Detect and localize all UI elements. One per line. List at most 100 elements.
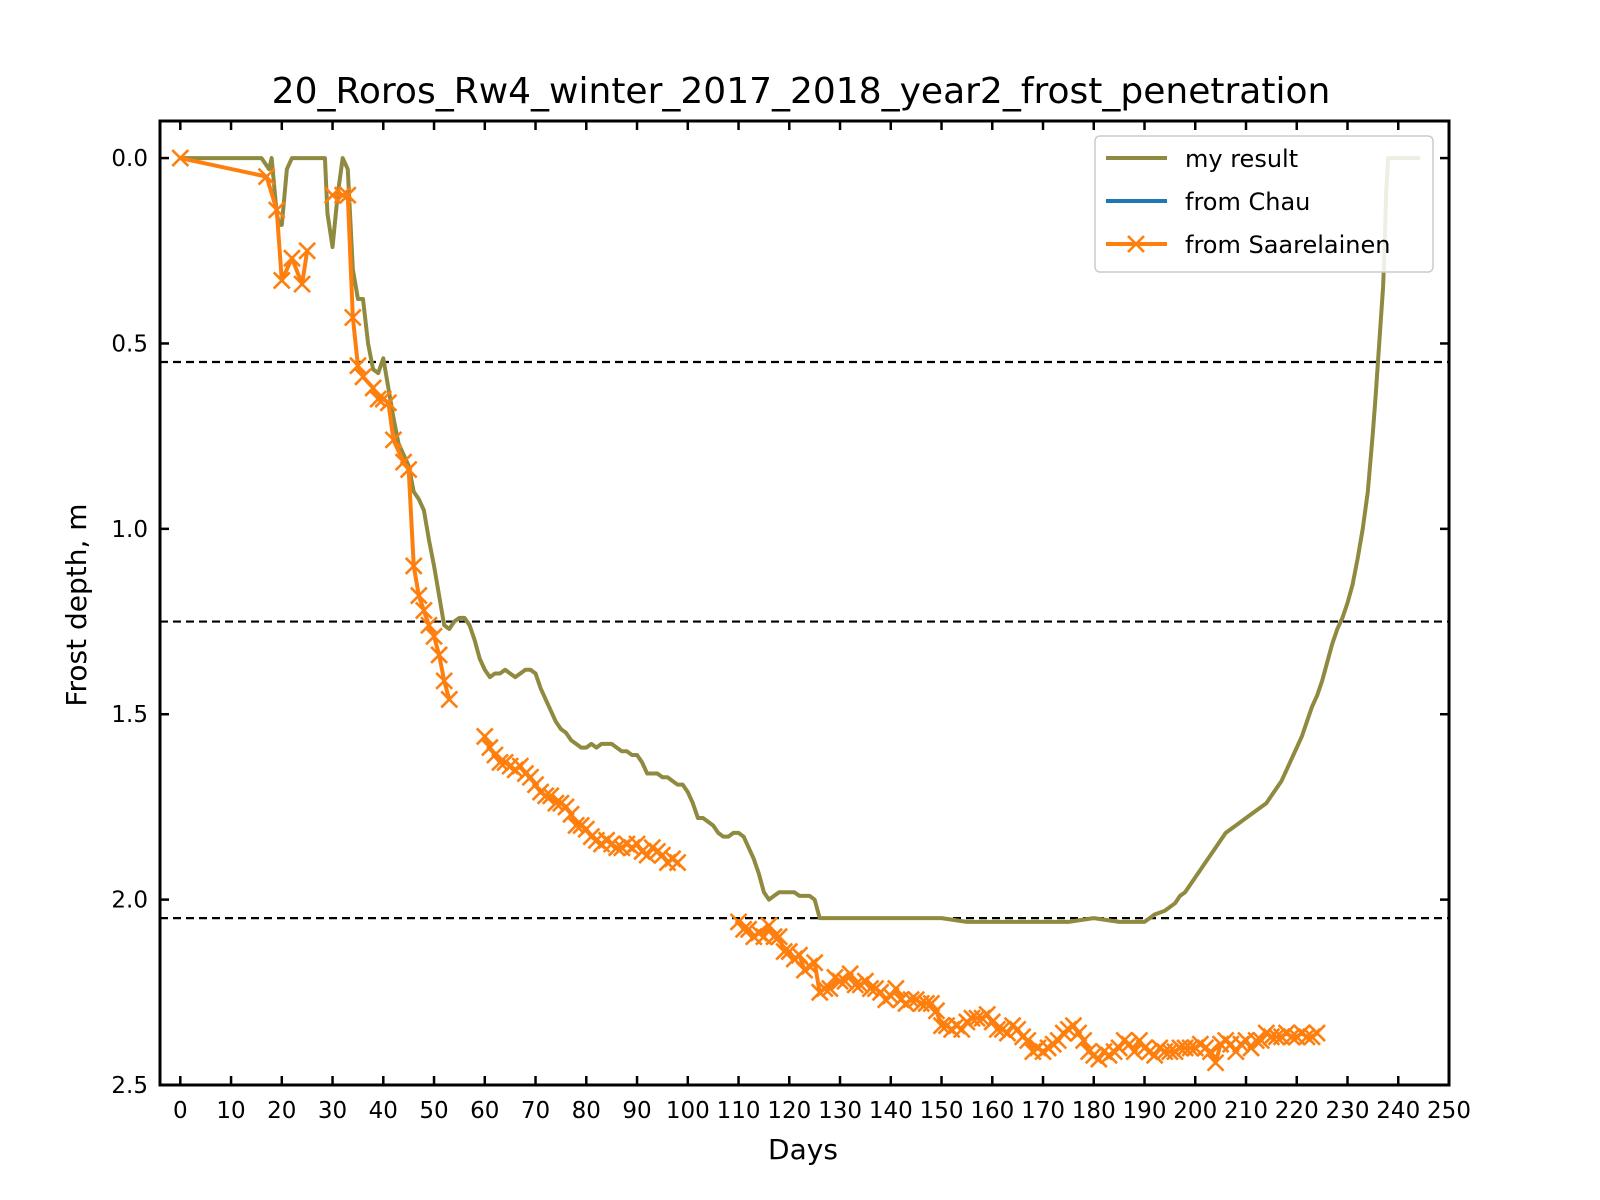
- data-point-marker: [1018, 1031, 1037, 1050]
- data-point-marker: [425, 627, 443, 646]
- x-tick-label: 150: [920, 1098, 964, 1124]
- x-tick-label: 30: [318, 1098, 347, 1124]
- data-point-marker: [607, 838, 626, 857]
- data-point-marker: [435, 671, 454, 690]
- data-point-marker: [293, 275, 312, 294]
- data-point-marker: [536, 786, 555, 805]
- x-tick-label: 120: [767, 1098, 811, 1124]
- y-tick-label: 1.5: [111, 702, 148, 728]
- data-point-marker: [886, 979, 905, 998]
- data-point-marker: [399, 460, 418, 479]
- x-tick-label: 240: [1376, 1098, 1420, 1124]
- data-point-marker: [546, 794, 565, 813]
- legend-swatch-marker: [1127, 235, 1145, 253]
- y-tick-label: 0.5: [111, 331, 148, 357]
- data-point-marker: [968, 1009, 986, 1028]
- data-point-marker: [348, 356, 367, 375]
- data-point-marker: [379, 393, 398, 412]
- data-point-marker: [409, 586, 428, 605]
- data-point-marker: [765, 927, 783, 946]
- x-tick-label: 160: [970, 1098, 1014, 1124]
- data-point-marker: [272, 271, 291, 290]
- data-point-marker: [384, 430, 403, 449]
- data-point-marker: [338, 186, 357, 205]
- legend-label: from Chau: [1185, 188, 1310, 216]
- x-tick-label: 50: [419, 1098, 448, 1124]
- data-point-marker: [298, 241, 317, 260]
- legend: my result from Chau from Saarelainen: [1094, 135, 1434, 273]
- data-point-marker: [1160, 1042, 1179, 1061]
- x-tick-label: 110: [717, 1098, 761, 1124]
- x-tick-label: 0: [173, 1098, 188, 1124]
- x-tick-label: 180: [1072, 1098, 1116, 1124]
- y-tick-label: 2.0: [111, 888, 148, 914]
- data-point-marker: [267, 201, 286, 219]
- data-point-marker: [734, 920, 753, 939]
- data-point-marker: [775, 942, 794, 961]
- data-point-marker: [343, 308, 362, 327]
- x-axis-label: Days: [768, 1133, 838, 1166]
- series-line-my-result-1: [178, 156, 1421, 924]
- data-point-marker: [846, 975, 865, 994]
- data-point-marker: [369, 390, 388, 408]
- legend-label: my result: [1185, 145, 1298, 173]
- x-tick-label: 10: [216, 1098, 245, 1124]
- plot-area: [160, 149, 1449, 1072]
- x-tick-label: 210: [1224, 1098, 1268, 1124]
- data-point-marker: [475, 727, 494, 746]
- data-point-marker: [567, 816, 586, 835]
- y-axis-label: Frost depth, m: [60, 503, 93, 706]
- x-tick-label: 130: [818, 1098, 862, 1124]
- y-tick-label: 2.5: [111, 1073, 148, 1099]
- data-point-marker: [820, 979, 839, 998]
- data-point-marker: [1201, 1042, 1220, 1061]
- plot-frame: [158, 119, 1451, 1087]
- data-point-marker: [1181, 1039, 1200, 1057]
- data-point-marker: [420, 616, 438, 635]
- data-point-marker: [1247, 1031, 1266, 1050]
- data-point-marker: [1297, 1027, 1316, 1046]
- chart-title: 20_Roros_Rw4_winter_2017_2018_year2_fros…: [272, 71, 1331, 112]
- data-point-marker: [171, 149, 190, 167]
- x-tick-label: 20: [267, 1098, 296, 1124]
- data-point-marker: [770, 927, 789, 946]
- data-point-marker: [491, 753, 509, 772]
- x-tick-label: 100: [666, 1098, 710, 1124]
- x-tick-label: 230: [1326, 1098, 1370, 1124]
- data-point-marker: [440, 690, 459, 709]
- data-point-marker: [283, 249, 301, 268]
- legend-label: from Saarelainen: [1185, 231, 1390, 259]
- legend-box: [1094, 135, 1434, 273]
- data-point-marker: [333, 186, 352, 205]
- x-tick-label: 170: [1021, 1098, 1065, 1124]
- data-point-marker: [430, 645, 449, 664]
- data-point-marker: [1074, 1031, 1093, 1050]
- y-tick-label: 0.0: [111, 146, 148, 172]
- data-point-marker: [1282, 1027, 1301, 1046]
- x-tick-label: 80: [572, 1098, 601, 1124]
- data-point-marker: [1125, 1042, 1144, 1061]
- x-tick-label: 140: [869, 1098, 913, 1124]
- x-tick-label: 220: [1275, 1098, 1319, 1124]
- x-tick-label: 250: [1427, 1098, 1471, 1124]
- data-point-marker: [805, 953, 824, 972]
- data-point-marker: [1267, 1027, 1286, 1046]
- data-point-marker: [932, 1016, 951, 1035]
- data-point-marker: [927, 1001, 946, 1020]
- data-point-marker: [257, 167, 276, 186]
- x-tick-label: 40: [369, 1098, 398, 1124]
- data-point-marker: [1206, 1053, 1225, 1072]
- data-point-marker: [902, 990, 920, 1009]
- data-point-marker: [861, 979, 880, 998]
- data-point-marker: [988, 1020, 1007, 1039]
- data-point-marker: [1308, 1024, 1326, 1043]
- x-tick-label: 200: [1173, 1098, 1217, 1124]
- x-tick-label: 60: [470, 1098, 499, 1124]
- y-tick-label: 1.0: [111, 517, 148, 543]
- data-point-marker: [668, 853, 687, 872]
- x-tick-label: 190: [1123, 1098, 1167, 1124]
- data-point-marker: [404, 557, 423, 575]
- x-tick-label: 90: [622, 1098, 651, 1124]
- data-point-marker: [917, 994, 936, 1013]
